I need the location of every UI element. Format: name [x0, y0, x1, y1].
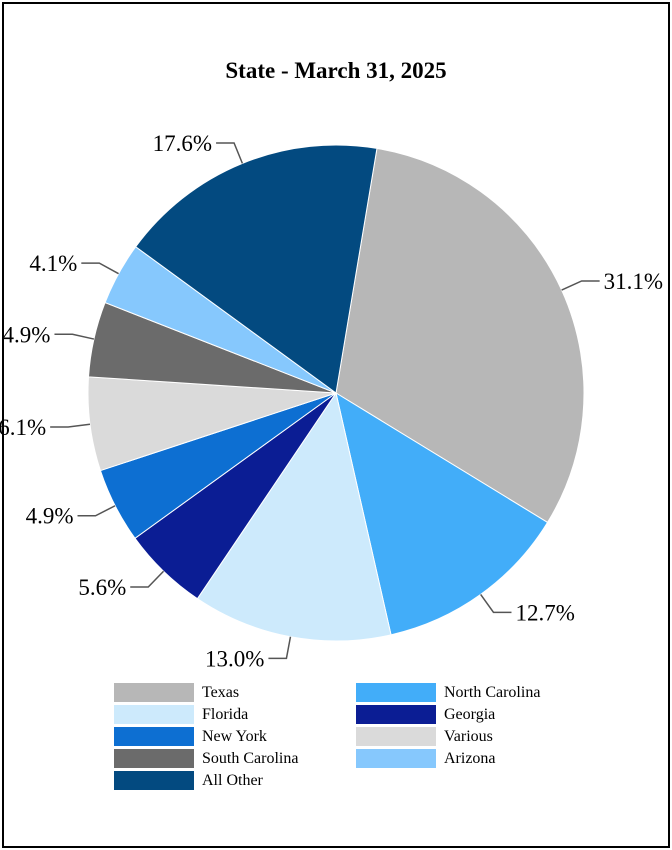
data-label-arizona: 4.1% — [29, 251, 77, 276]
leader-line-arizona — [81, 262, 119, 275]
data-label-florida: 13.0% — [205, 646, 264, 671]
leader-line-various — [50, 423, 91, 428]
data-label-texas: 31.1% — [604, 269, 663, 294]
chart-title: State - March 31, 2025 — [225, 58, 447, 83]
leader-line-florida — [268, 636, 292, 660]
leader-line-all-other — [216, 142, 244, 164]
pie-slice-texas — [335, 147, 585, 524]
data-label-georgia: 5.6% — [78, 575, 126, 600]
leader-line-new-york — [77, 505, 116, 517]
pie-slice-all-other — [135, 144, 378, 394]
data-label-various: 6.1% — [0, 415, 46, 440]
pie-slice-north-carolina — [335, 391, 549, 636]
leader-line-georgia — [130, 570, 165, 588]
leader-line-south-carolina — [54, 333, 95, 340]
data-label-south-carolina: 4.9% — [3, 322, 51, 347]
data-label-all-other: 17.6% — [153, 131, 212, 156]
data-label-new-york: 4.9% — [26, 504, 74, 529]
leader-line-north-carolina — [480, 594, 512, 614]
data-label-north-carolina: 12.7% — [515, 600, 574, 625]
leader-line-texas — [561, 280, 600, 291]
